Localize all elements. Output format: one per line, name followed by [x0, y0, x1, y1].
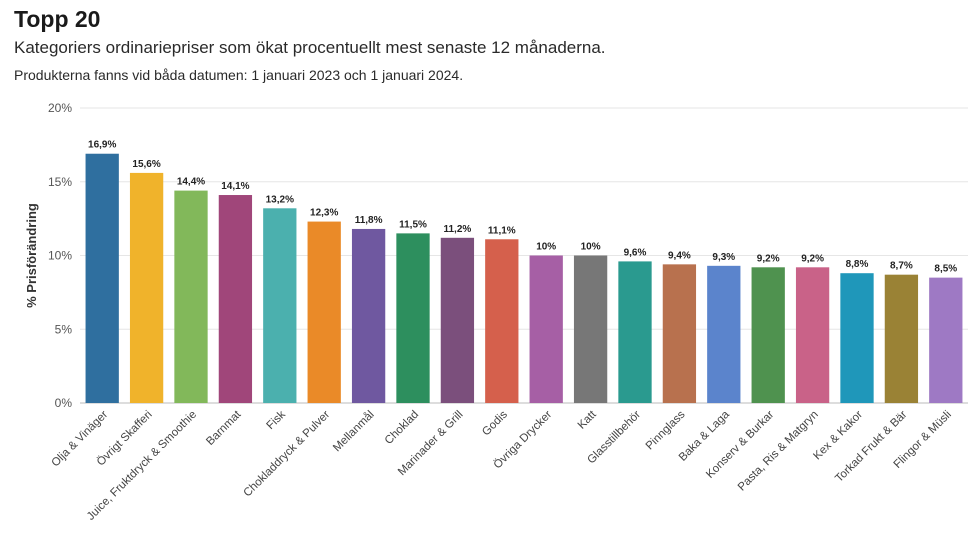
bar-value-label: 9,4% — [668, 250, 691, 261]
value-labels: 16,9% 15,6% 14,4% 14,1% 13,2% 12,3% 11,8% 11,5%… — [88, 140, 957, 275]
chart-title: Topp 20 — [14, 6, 101, 32]
y-tick-label: 15% — [48, 175, 72, 189]
bar — [85, 153, 119, 403]
bar-value-label: 10% — [581, 242, 601, 253]
category-label: Chokladdryck & Pulver — [242, 409, 333, 500]
bar — [307, 221, 341, 403]
bar — [529, 255, 563, 403]
bar — [707, 265, 741, 403]
bar — [751, 267, 785, 403]
bar — [618, 261, 652, 403]
category-label: Mellanmål — [331, 409, 377, 455]
bar — [218, 195, 253, 403]
y-tick-label: 10% — [48, 249, 72, 263]
bar — [129, 172, 164, 403]
bar — [174, 190, 208, 403]
y-tick-label: 0% — [55, 396, 73, 410]
category-label: Pinnglass — [644, 408, 688, 452]
category-label: Godis — [480, 408, 510, 438]
bar-value-label: 8,8% — [846, 259, 869, 270]
bar — [662, 264, 697, 403]
bar — [884, 274, 919, 403]
category-label: Choklad — [383, 409, 421, 447]
bar — [485, 239, 519, 403]
y-tick-label: 5% — [55, 322, 73, 336]
bar-value-label: 9,3% — [712, 252, 735, 263]
gridlines — [80, 107, 968, 404]
bar-value-label: 11,2% — [443, 224, 471, 235]
bar — [351, 228, 386, 403]
category-label: Pasta, Ris & Matgryn — [736, 409, 821, 494]
bar — [929, 277, 963, 403]
bar — [573, 255, 608, 403]
bar-value-label: 11,5% — [399, 219, 427, 230]
bar-value-label: 15,6% — [132, 159, 160, 170]
y-axis-ticks: 0% 5% 10% 15% 20% — [48, 101, 72, 410]
bar-value-label: 14,1% — [221, 181, 249, 192]
bar — [263, 208, 297, 403]
bar — [396, 233, 430, 403]
y-tick-label: 20% — [48, 101, 72, 115]
bar-value-label: 8,5% — [934, 264, 957, 275]
bar — [440, 237, 475, 403]
category-label: Katt — [576, 408, 600, 432]
category-label: Barnmat — [204, 408, 244, 448]
bar-value-label: 14,4% — [177, 177, 205, 188]
bar-value-label: 8,7% — [890, 261, 913, 272]
bar-value-label: 10% — [536, 242, 556, 253]
bar — [840, 273, 874, 403]
bar-value-label: 9,2% — [801, 253, 824, 264]
bar-value-label: 9,6% — [624, 247, 647, 258]
chart-subtitle: Kategoriers ordinariepriser som ökat pro… — [14, 38, 606, 57]
bar — [795, 267, 830, 403]
bars — [85, 153, 963, 403]
bar-value-label: 9,2% — [757, 253, 780, 264]
bar-value-label: 12,3% — [310, 208, 338, 219]
y-axis-title: % Prisförändring — [24, 203, 39, 308]
bar-value-label: 11,1% — [488, 225, 516, 236]
bar-value-label: 11,8% — [355, 215, 383, 226]
category-label: Fisk — [265, 408, 289, 432]
chart-note: Produkterna fanns vid båda datumen: 1 ja… — [14, 67, 464, 83]
bar-value-label: 13,2% — [266, 194, 294, 205]
bar-value-label: 16,9% — [88, 140, 116, 151]
